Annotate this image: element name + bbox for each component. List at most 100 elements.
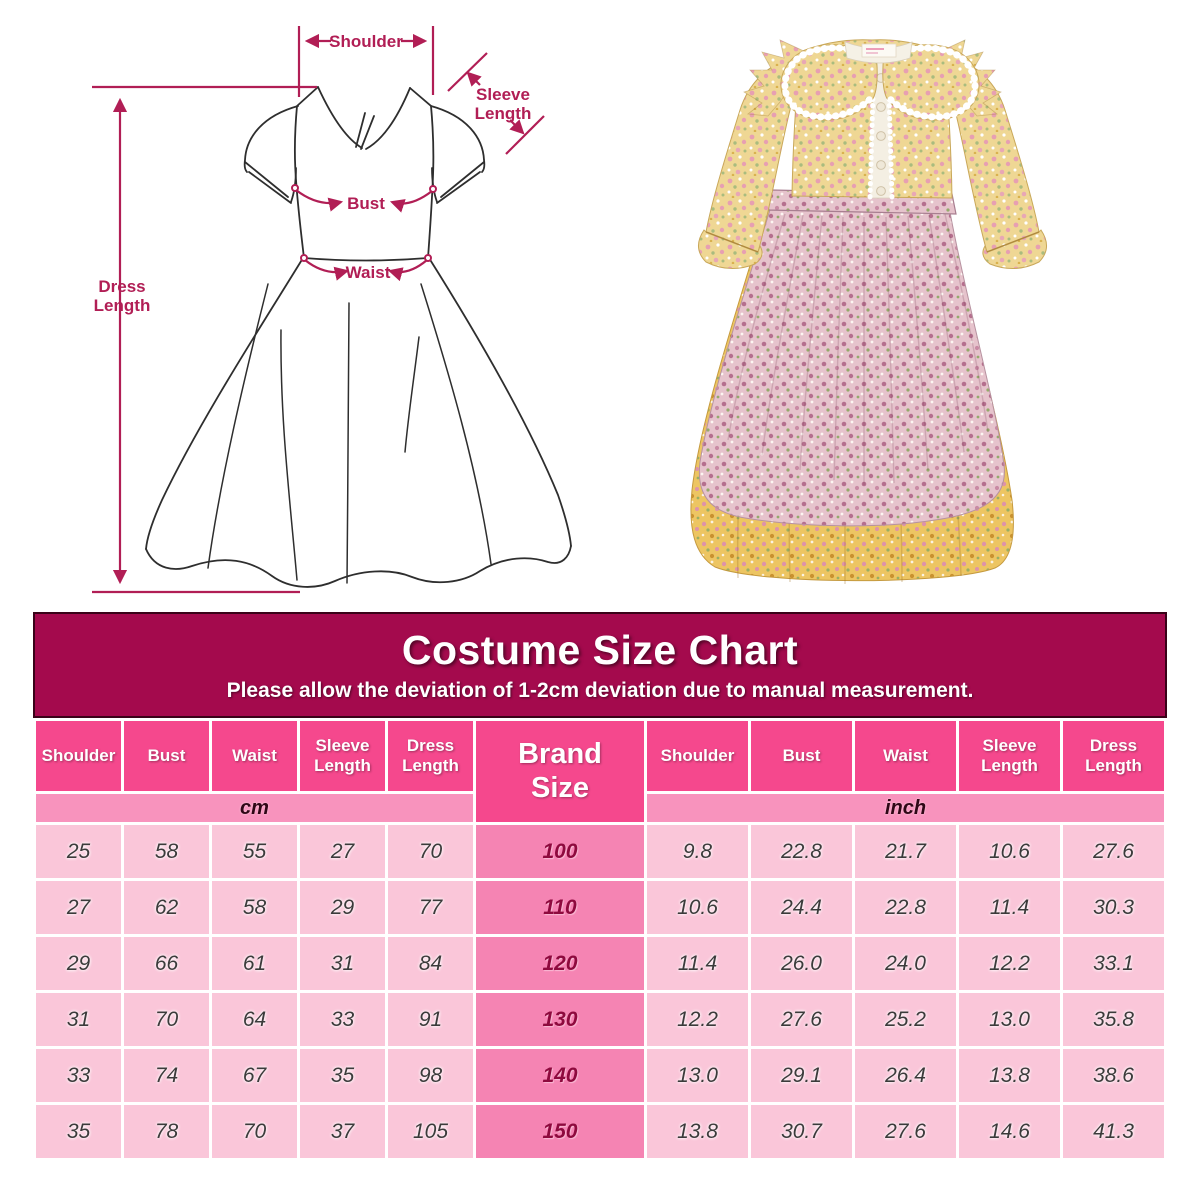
brand-size-header: Brand Size bbox=[476, 721, 644, 822]
cm-value: 55 bbox=[212, 825, 297, 878]
cm-value: 31 bbox=[300, 937, 385, 990]
col-header-dress-length-cm: Dress Length bbox=[388, 721, 473, 791]
chart-title: Costume Size Chart bbox=[401, 627, 799, 673]
size-row-120: 29 66 61 31 84 120 11.4 26.0 24.0 12.2 33.1 bbox=[36, 937, 1164, 990]
cm-value: 25 bbox=[36, 825, 121, 878]
cm-value: 33 bbox=[300, 993, 385, 1046]
measurement-diagram: Shoulder Sleeve Length Bust Waist bbox=[92, 26, 572, 594]
brand-size-value: 140 bbox=[476, 1049, 644, 1102]
unit-label-inch: inch bbox=[647, 794, 1164, 822]
cm-value: 35 bbox=[36, 1105, 121, 1158]
shoulder-label: Shoulder bbox=[329, 32, 403, 51]
size-row-150: 35 78 70 37 105 150 13.8 30.7 27.6 14.6 41.3 bbox=[36, 1105, 1164, 1158]
inch-value: 29.1 bbox=[751, 1049, 852, 1102]
inch-value: 25.2 bbox=[855, 993, 956, 1046]
sleeve-length-label-line2: Length bbox=[475, 104, 532, 123]
waist-label: Waist bbox=[346, 263, 391, 282]
photo-neckline bbox=[844, 41, 913, 64]
collar-lace-trim bbox=[781, 44, 979, 121]
waist-annotation: Waist bbox=[300, 254, 432, 282]
col-header-sleeve-length-inch: Sleeve Length bbox=[959, 721, 1060, 791]
cm-value: 77 bbox=[388, 881, 473, 934]
cm-value: 64 bbox=[212, 993, 297, 1046]
cm-value: 70 bbox=[212, 1105, 297, 1158]
col-header-shoulder-cm: Shoulder bbox=[36, 721, 121, 791]
inch-value: 12.2 bbox=[647, 993, 748, 1046]
brand-size-value: 130 bbox=[476, 993, 644, 1046]
inch-value: 38.6 bbox=[1063, 1049, 1164, 1102]
dress-length-annotation: Dress Length bbox=[92, 85, 317, 594]
cm-value: 27 bbox=[36, 881, 121, 934]
brand-size-value: 110 bbox=[476, 881, 644, 934]
dress-outline-drawing bbox=[145, 86, 572, 588]
product-photo bbox=[690, 39, 1047, 584]
col-header-waist-inch: Waist bbox=[855, 721, 956, 791]
col-header-bust-cm: Bust bbox=[124, 721, 209, 791]
dress-length-label-line2: Length bbox=[94, 296, 151, 315]
col-header-bust-inch: Bust bbox=[751, 721, 852, 791]
inch-value: 24.4 bbox=[751, 881, 852, 934]
cm-value: 67 bbox=[212, 1049, 297, 1102]
cm-value: 62 bbox=[124, 881, 209, 934]
inch-value: 33.1 bbox=[1063, 937, 1164, 990]
shoulder-annotation: Shoulder bbox=[297, 26, 435, 97]
inch-value: 22.8 bbox=[751, 825, 852, 878]
dress-length-label-line1: Dress bbox=[98, 277, 145, 296]
inch-value: 27.6 bbox=[751, 993, 852, 1046]
col-header-waist-cm: Waist bbox=[212, 721, 297, 791]
photo-collar bbox=[780, 44, 980, 121]
size-row-130: 31 70 64 33 91 130 12.2 27.6 25.2 13.0 35.8 bbox=[36, 993, 1164, 1046]
size-row-110: 27 62 58 29 77 110 10.6 24.4 22.8 11.4 30.3 bbox=[36, 881, 1164, 934]
cm-value: 29 bbox=[36, 937, 121, 990]
size-table: Shoulder Bust Waist Sleeve Length Dress … bbox=[33, 718, 1167, 1161]
size-table-body: 25 58 55 27 70 100 9.8 22.8 21.7 10.6 27.6 27 62 58 29… bbox=[36, 825, 1164, 1158]
inch-value: 30.7 bbox=[751, 1105, 852, 1158]
cm-value: 61 bbox=[212, 937, 297, 990]
inch-value: 9.8 bbox=[647, 825, 748, 878]
inch-value: 21.7 bbox=[855, 825, 956, 878]
inch-value: 30.3 bbox=[1063, 881, 1164, 934]
col-header-shoulder-inch: Shoulder bbox=[647, 721, 748, 791]
inch-value: 13.0 bbox=[647, 1049, 748, 1102]
inch-value: 41.3 bbox=[1063, 1105, 1164, 1158]
brand-size-value: 150 bbox=[476, 1105, 644, 1158]
cm-value: 78 bbox=[124, 1105, 209, 1158]
cm-value: 58 bbox=[124, 825, 209, 878]
chart-title-band: Costume Size Chart Please allow the devi… bbox=[33, 612, 1167, 718]
unit-label-cm: cm bbox=[36, 794, 473, 822]
chart-subtitle: Please allow the deviation of 1-2cm devi… bbox=[226, 679, 974, 702]
inch-value: 13.8 bbox=[959, 1049, 1060, 1102]
size-row-140: 33 74 67 35 98 140 13.0 29.1 26.4 13.8 38.6 bbox=[36, 1049, 1164, 1102]
inch-value: 35.8 bbox=[1063, 993, 1164, 1046]
inch-value: 24.0 bbox=[855, 937, 956, 990]
cm-value: 27 bbox=[300, 825, 385, 878]
cm-value: 98 bbox=[388, 1049, 473, 1102]
header-row: Shoulder Bust Waist Sleeve Length Dress … bbox=[36, 721, 1164, 822]
inch-value: 13.0 bbox=[959, 993, 1060, 1046]
cm-value: 91 bbox=[388, 993, 473, 1046]
cm-value: 35 bbox=[300, 1049, 385, 1102]
cm-value: 84 bbox=[388, 937, 473, 990]
size-row-100: 25 58 55 27 70 100 9.8 22.8 21.7 10.6 27.6 bbox=[36, 825, 1164, 878]
size-chart: Costume Size Chart Please allow the devi… bbox=[33, 612, 1167, 1161]
cm-value: 70 bbox=[388, 825, 473, 878]
inch-value: 27.6 bbox=[855, 1105, 956, 1158]
sleeve-length-label-line1: Sleeve bbox=[476, 85, 530, 104]
inch-value: 12.2 bbox=[959, 937, 1060, 990]
cm-value: 33 bbox=[36, 1049, 121, 1102]
inch-value: 26.4 bbox=[855, 1049, 956, 1102]
cm-value: 37 bbox=[300, 1105, 385, 1158]
inch-value: 10.6 bbox=[959, 825, 1060, 878]
cm-value: 74 bbox=[124, 1049, 209, 1102]
brand-size-value: 100 bbox=[476, 825, 644, 878]
col-header-dress-length-inch: Dress Length bbox=[1063, 721, 1164, 791]
inch-value: 14.6 bbox=[959, 1105, 1060, 1158]
unit-row: cm inch bbox=[36, 794, 1164, 822]
cm-value: 105 bbox=[388, 1105, 473, 1158]
sleeve-length-annotation: Sleeve Length bbox=[447, 52, 545, 155]
brand-size-header-label: Brand Size bbox=[518, 738, 602, 804]
cm-value: 31 bbox=[36, 993, 121, 1046]
inch-value: 22.8 bbox=[855, 881, 956, 934]
bust-annotation: Bust bbox=[291, 184, 437, 213]
cm-value: 29 bbox=[300, 881, 385, 934]
